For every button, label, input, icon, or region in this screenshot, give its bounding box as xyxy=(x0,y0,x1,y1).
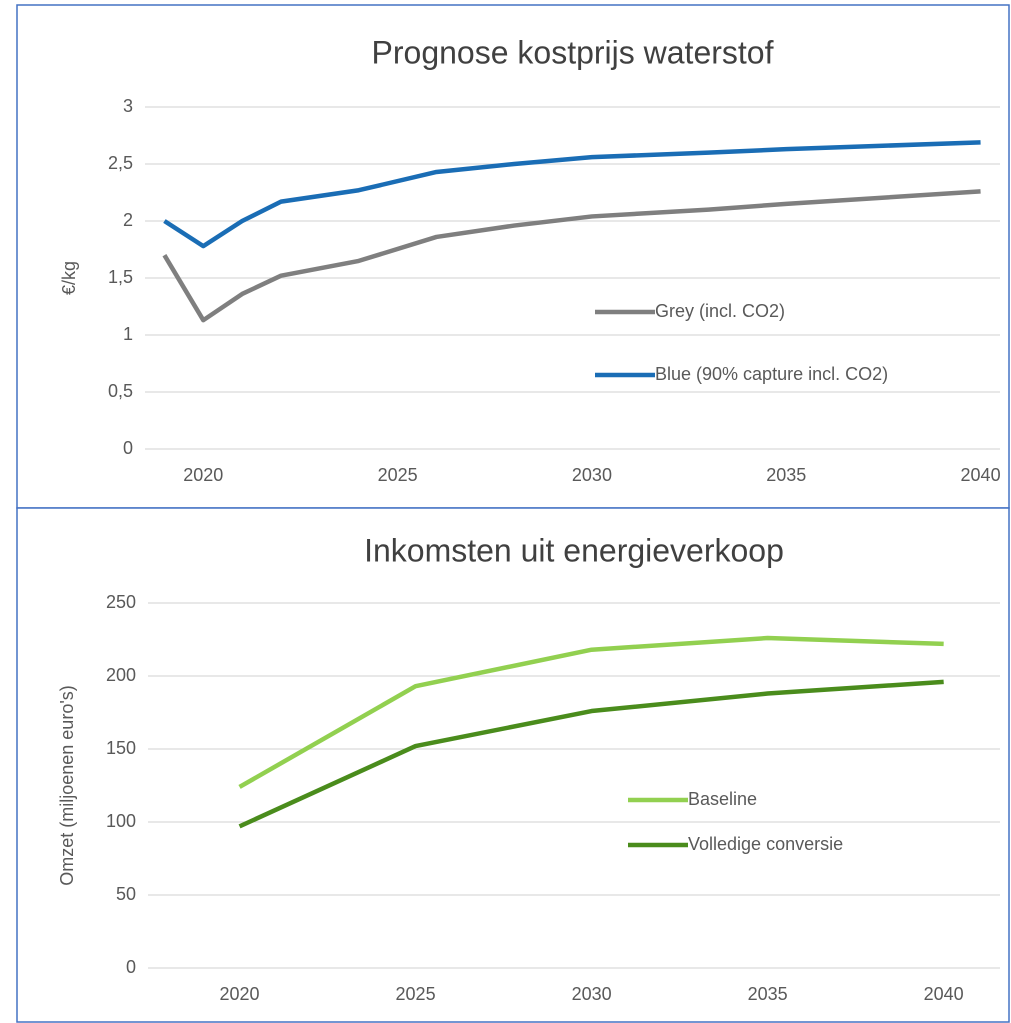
line-series xyxy=(238,635,944,789)
chart-title: Inkomsten uit energieverkoop xyxy=(364,532,784,568)
x-tick-label: 2040 xyxy=(924,984,964,1004)
y-tick-label: 100 xyxy=(106,811,136,831)
y-tick-label: 0,5 xyxy=(108,381,133,401)
line-series xyxy=(162,189,981,323)
x-tick-label: 2030 xyxy=(572,984,612,1004)
y-tick-label: 2,5 xyxy=(108,153,133,173)
legend-label: Volledige conversie xyxy=(688,834,843,854)
y-tick-label: 150 xyxy=(106,738,136,758)
x-tick-label: 2030 xyxy=(572,465,612,485)
chart-title: Prognose kostprijs waterstof xyxy=(372,34,774,70)
legend-label: Grey (incl. CO2) xyxy=(655,301,785,321)
x-tick-label: 2035 xyxy=(748,984,788,1004)
y-axis-label: Omzet (miljoenen euro's) xyxy=(57,685,77,886)
line-series xyxy=(163,140,981,249)
y-tick-label: 1,5 xyxy=(108,267,133,287)
y-axis-label: €/kg xyxy=(59,261,79,295)
y-tick-label: 50 xyxy=(116,884,136,904)
y-tick-label: 200 xyxy=(106,665,136,685)
panel-frame xyxy=(16,4,1010,509)
panel-frame xyxy=(16,507,1010,1023)
y-tick-label: 250 xyxy=(106,592,136,612)
legend-label: Baseline xyxy=(688,789,757,809)
x-tick-label: 2025 xyxy=(378,465,418,485)
x-tick-label: 2035 xyxy=(766,465,806,485)
legend-label: Blue (90% capture incl. CO2) xyxy=(655,364,888,384)
x-tick-label: 2025 xyxy=(396,984,436,1004)
y-tick-label: 2 xyxy=(123,210,133,230)
y-tick-label: 1 xyxy=(123,324,133,344)
y-tick-label: 3 xyxy=(123,96,133,116)
x-tick-label: 2020 xyxy=(183,465,223,485)
x-tick-label: 2040 xyxy=(961,465,1001,485)
line-series xyxy=(238,679,944,829)
y-tick-label: 0 xyxy=(123,438,133,458)
y-tick-label: 0 xyxy=(126,957,136,977)
x-tick-label: 2020 xyxy=(220,984,260,1004)
